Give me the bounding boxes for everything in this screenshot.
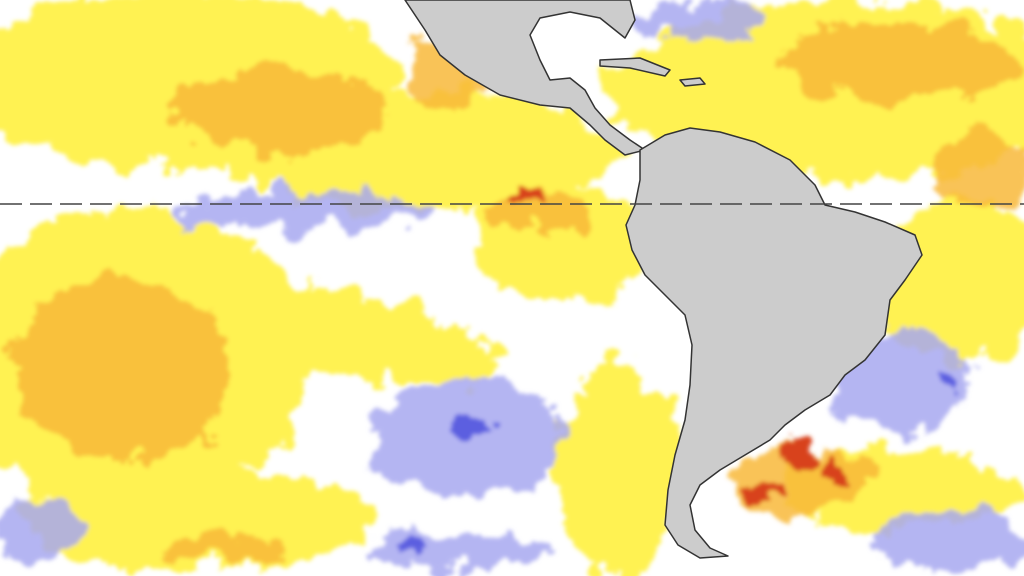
- south-america: [625, 127, 923, 559]
- caribbean-islands: [599, 57, 706, 87]
- land: [404, 0, 923, 559]
- north-central-america: [404, 0, 646, 156]
